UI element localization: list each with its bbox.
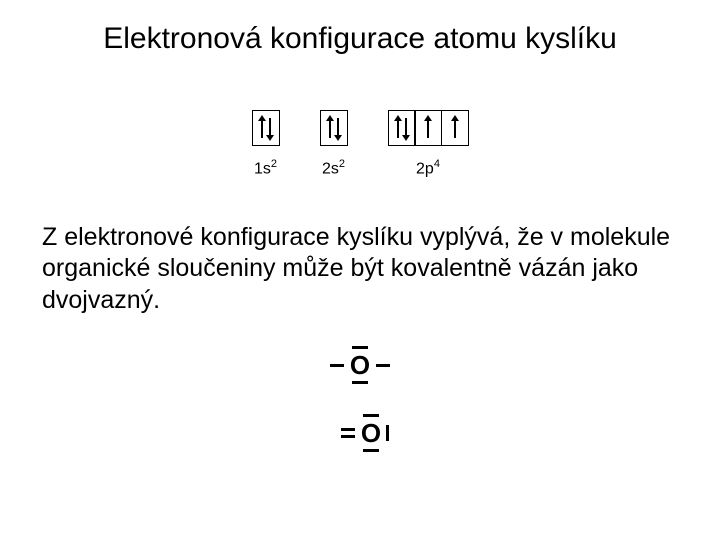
single-bond-icon	[376, 364, 390, 367]
oxygen-atom: O	[359, 420, 383, 446]
double-bond-icon	[341, 428, 355, 438]
orbital-label-sup: 2	[271, 158, 277, 170]
structure-double-bonded: O	[337, 420, 383, 446]
electron-up-icon	[452, 115, 458, 141]
orbital-box	[388, 110, 416, 146]
lone-pair-icon	[363, 414, 379, 417]
lone-pair-icon	[352, 381, 368, 384]
electron-up-icon	[395, 115, 401, 141]
orbital-box	[441, 110, 469, 146]
orbital-box	[252, 110, 280, 146]
oxygen-atom: O	[348, 352, 372, 378]
orbital-label-sup: 2	[339, 158, 345, 170]
lone-pair-icon	[386, 425, 389, 441]
lone-pair-icon	[352, 346, 368, 349]
orbital-diagram: 1s22s22p4	[0, 110, 720, 178]
orbital-box	[320, 110, 348, 146]
electron-down-icon	[267, 115, 273, 141]
orbital-label: 1s2	[254, 158, 277, 178]
orbital-group: 1s2	[252, 110, 280, 178]
single-bond-icon	[330, 364, 344, 367]
electron-down-icon	[335, 115, 341, 141]
electron-up-icon	[425, 115, 431, 141]
orbital-label-main: 2p	[416, 160, 434, 177]
electron-up-icon	[327, 115, 333, 141]
orbital-label-sup: 4	[434, 158, 440, 170]
bonding-structures: OO	[0, 352, 720, 446]
orbital-label-main: 2s	[322, 160, 339, 177]
orbital-label: 2p4	[416, 158, 440, 178]
page-title: Elektronová konfigurace atomu kyslíku	[0, 22, 720, 56]
orbital-group: 2s2	[320, 110, 348, 178]
orbital-boxes	[320, 110, 348, 146]
structure-single-bonded: O	[326, 352, 394, 378]
lone-pair-icon	[363, 449, 379, 452]
explanation-text: Z elektronové konfigurace kyslíku vyplýv…	[42, 222, 678, 316]
orbital-label: 2s2	[322, 158, 345, 178]
electron-down-icon	[403, 115, 409, 141]
orbital-group: 2p4	[388, 110, 469, 178]
orbital-box	[414, 110, 442, 146]
electron-up-icon	[259, 115, 265, 141]
orbital-boxes	[252, 110, 280, 146]
orbital-label-main: 1s	[254, 160, 271, 177]
orbital-boxes	[388, 110, 469, 146]
